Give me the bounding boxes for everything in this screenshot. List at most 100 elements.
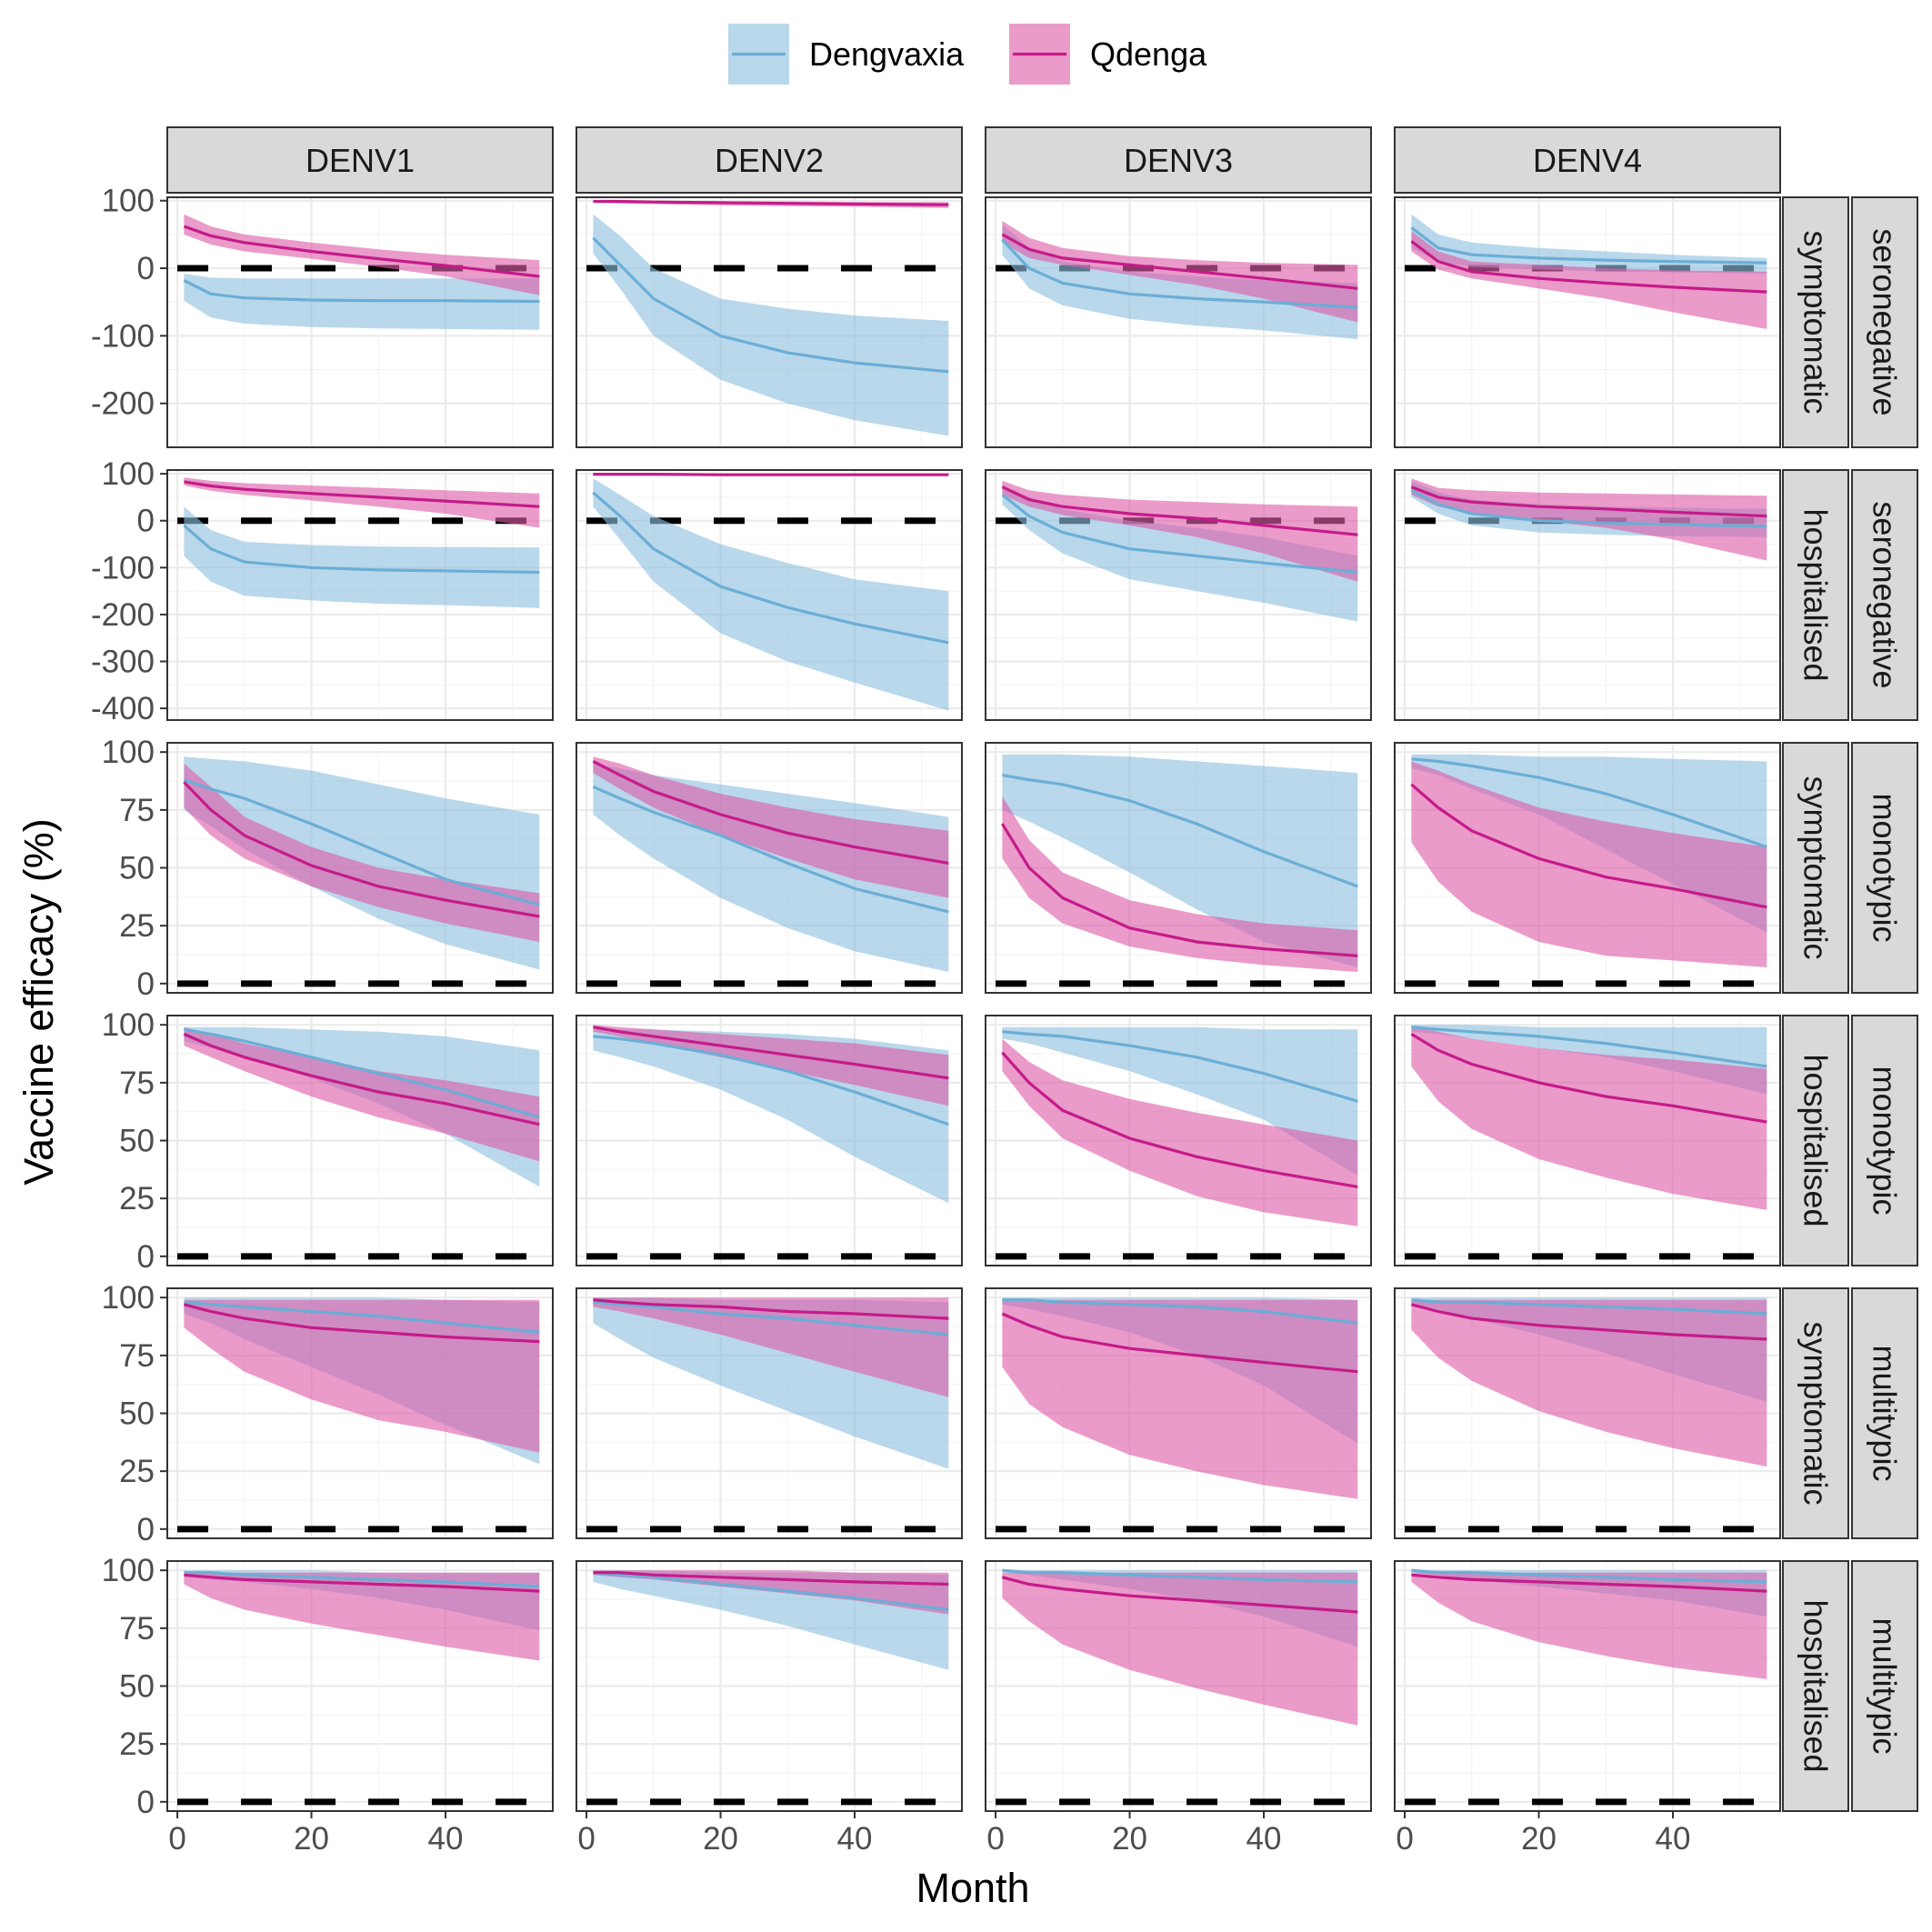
mean-line-qdenga xyxy=(184,480,540,508)
x-tick-label: 20 xyxy=(1112,1821,1147,1857)
panel-border xyxy=(985,196,1372,448)
x-tick-label: 40 xyxy=(837,1821,873,1857)
ci-ribbon-dengvaxia xyxy=(1002,754,1358,967)
mean-line-qdenga xyxy=(1001,823,1358,957)
legend-label: Dengvaxia xyxy=(809,35,965,73)
mean-line-dengvaxia xyxy=(1001,494,1358,575)
panel-denv3-row-5 xyxy=(985,1287,1372,1539)
strip-row-label: symptomatic xyxy=(1797,230,1835,414)
x-tick-label: 0 xyxy=(986,1821,1004,1857)
y-tick-label: 0 xyxy=(137,1512,155,1547)
mean-line-qdenga xyxy=(1411,1573,1767,1593)
x-tick-label: 20 xyxy=(1521,1821,1557,1857)
mean-line-dengvaxia xyxy=(1411,1026,1767,1068)
mean-line-qdenga xyxy=(592,759,949,865)
x-tick-label: 0 xyxy=(1396,1821,1413,1857)
mean-line-dengvaxia xyxy=(593,1571,949,1612)
panel-denv3-row-4 xyxy=(985,1015,1372,1266)
ci-ribbon-dengvaxia xyxy=(593,214,949,436)
mean-line-dengvaxia xyxy=(1002,1568,1358,1584)
mean-line-qdenga xyxy=(1001,1051,1358,1188)
strip-column-3 xyxy=(985,126,1372,194)
panel-plot-area xyxy=(986,743,1371,993)
x-tick-label: 20 xyxy=(294,1821,329,1857)
y-axis-title: Vaccine efficacy (%) xyxy=(15,818,62,1185)
y-tick-label: 50 xyxy=(119,1124,155,1159)
panel-border xyxy=(166,1015,554,1266)
panel-plot-area xyxy=(986,470,1371,720)
strip-column-label: DENV3 xyxy=(1124,142,1233,179)
ci-ribbon-qdenga xyxy=(1002,221,1358,323)
panel-plot-area xyxy=(167,1288,553,1538)
panel-denv4-row-6 xyxy=(1394,1560,1781,1812)
mean-line-dengvaxia xyxy=(1002,1030,1358,1103)
mean-line-dengvaxia xyxy=(592,236,949,374)
mean-line-dengvaxia xyxy=(593,1035,949,1126)
panel-border xyxy=(166,469,554,721)
y-tick-label: 0 xyxy=(137,966,155,1002)
y-tick-label: 0 xyxy=(137,1785,155,1820)
mean-line-dengvaxia xyxy=(1411,1568,1767,1584)
panel-denv1-row-4 xyxy=(166,1015,554,1266)
panel-denv2-row-5 xyxy=(576,1287,963,1539)
strip-row-label: multitypic xyxy=(1867,1617,1904,1754)
mean-line-qdenga xyxy=(183,1032,540,1126)
panel-plot-area xyxy=(986,1288,1371,1538)
y-tick-label: 0 xyxy=(137,251,155,286)
strip-row-outcome xyxy=(1782,1287,1849,1539)
y-tick-label: 0 xyxy=(137,504,155,539)
panel-border xyxy=(576,742,963,994)
mean-line-qdenga xyxy=(1410,240,1767,294)
panel-plot-area xyxy=(167,743,553,993)
strip-row-outcome xyxy=(1782,469,1849,721)
y-tick-label: -100 xyxy=(91,550,155,586)
mean-line-dengvaxia xyxy=(592,785,949,914)
y-tick-label: 25 xyxy=(119,1181,155,1216)
y-tick-label: 100 xyxy=(102,735,155,770)
mean-line-qdenga xyxy=(1410,486,1767,518)
panel-denv3-row-2 xyxy=(985,469,1372,721)
x-tick-label: 0 xyxy=(168,1821,185,1857)
mean-line-qdenga xyxy=(1001,486,1358,536)
mean-line-qdenga xyxy=(183,225,540,278)
strip-column-label: DENV4 xyxy=(1533,142,1642,179)
strip-row-label: hospitalised xyxy=(1797,1054,1835,1226)
panel-denv2-row-2 xyxy=(576,469,963,721)
strip-row-serostatus xyxy=(1851,742,1918,994)
panel-plot-area xyxy=(576,470,962,720)
panel-plot-area xyxy=(576,743,962,993)
strip-row-outcome xyxy=(1782,196,1849,448)
x-tick-label: 20 xyxy=(703,1821,738,1857)
ci-ribbon-qdenga xyxy=(1411,1572,1767,1679)
legend-item-dengvaxia: Dengvaxia xyxy=(728,24,965,85)
x-tick-label: 40 xyxy=(1656,1821,1691,1857)
panel-denv4-row-5 xyxy=(1394,1287,1781,1539)
panel-plot-area xyxy=(1395,743,1780,993)
y-tick-label: 100 xyxy=(102,184,155,219)
ci-ribbon-qdenga xyxy=(1002,1299,1358,1499)
mean-line-dengvaxia xyxy=(593,1300,949,1336)
y-tick-label: 50 xyxy=(119,1396,155,1432)
ci-ribbon-qdenga xyxy=(1002,480,1358,582)
panel-plot-area xyxy=(167,1561,553,1811)
panel-border xyxy=(576,1560,963,1812)
y-tick-label: 25 xyxy=(119,908,155,944)
strip-row-label: multitypic xyxy=(1867,1345,1904,1481)
strip-row-serostatus xyxy=(1851,1287,1918,1539)
y-tick-label: 100 xyxy=(102,1007,155,1043)
x-tick-label: 0 xyxy=(577,1821,595,1857)
mean-line-qdenga xyxy=(593,199,949,206)
panel-denv1-row-1 xyxy=(166,196,554,448)
strip-row-serostatus xyxy=(1851,1560,1918,1812)
y-tick-label: 75 xyxy=(119,793,155,828)
x-tick-label: 40 xyxy=(1246,1821,1282,1857)
legend: Dengvaxia Qdenga xyxy=(728,24,1207,85)
mean-line-qdenga xyxy=(1001,233,1358,290)
strip-row-serostatus xyxy=(1851,196,1918,448)
panel-plot-area xyxy=(167,1016,553,1266)
ci-ribbon-qdenga xyxy=(1002,1038,1358,1226)
panel-denv4-row-3 xyxy=(1394,742,1781,994)
panel-plot-area xyxy=(576,197,962,447)
ci-ribbon-qdenga xyxy=(1411,478,1767,561)
strip-column-label: DENV1 xyxy=(305,142,415,179)
